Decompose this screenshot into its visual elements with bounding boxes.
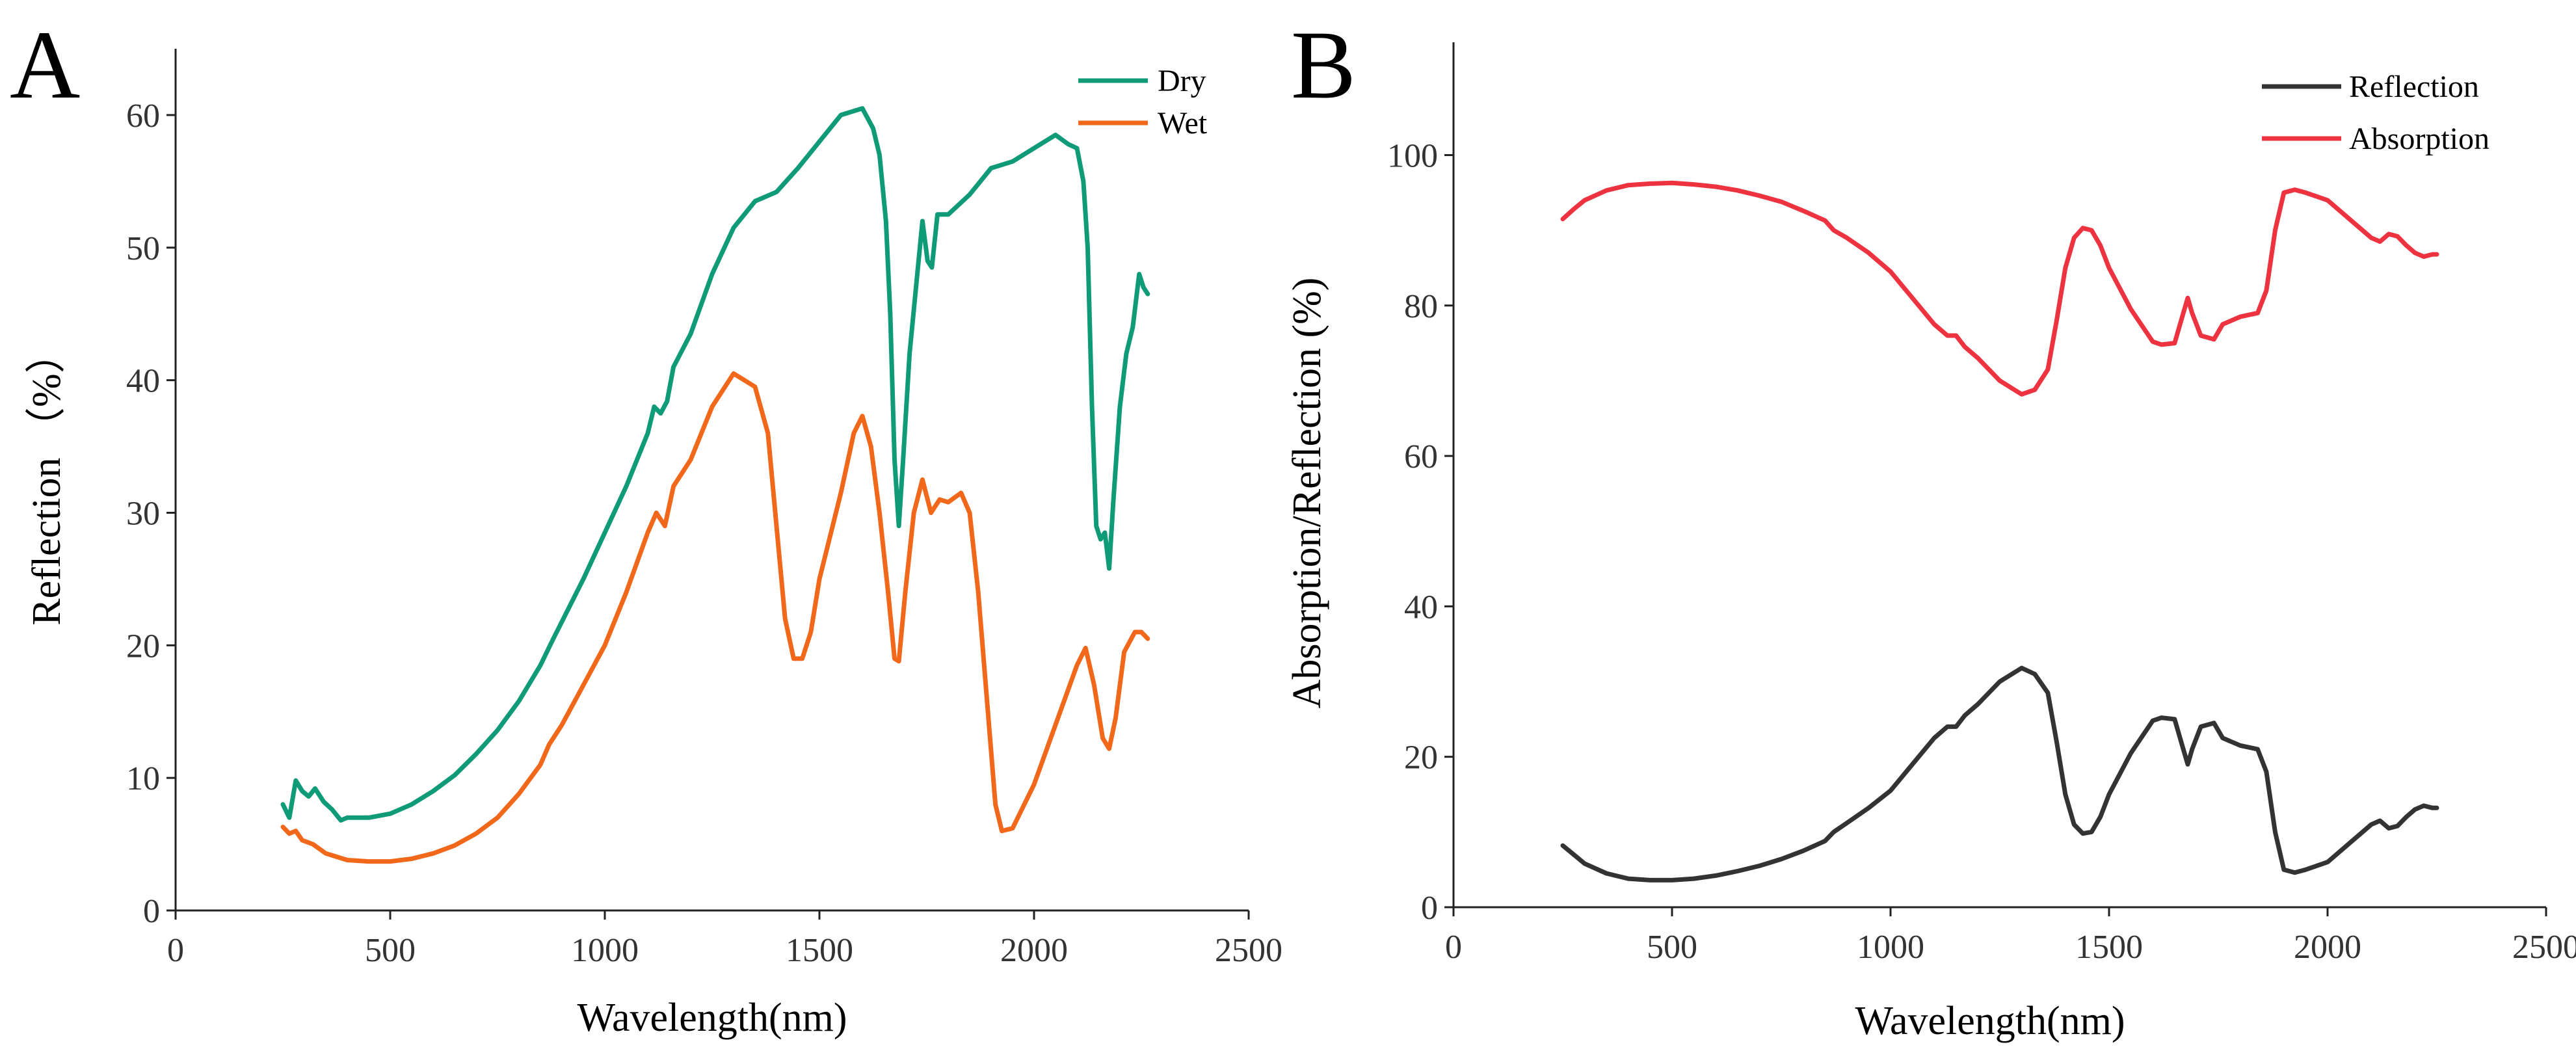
panel-a-y-tick-label: 50 <box>126 230 160 267</box>
legend-dry-label: Dry <box>1158 64 1206 98</box>
panel-a: A 0 500 1000 1500 2000 2500 0 10 20 30 40 50 60 Wave… <box>10 11 1282 1040</box>
panel-b-letter: B <box>1291 11 1356 119</box>
panel-a-x-tick-label: 2500 <box>1215 932 1282 969</box>
panel-b-ticks: 0 500 1000 1500 2000 2500 0 20 40 60 80 100 <box>1387 137 2576 966</box>
panel-a-y-tick-label: 30 <box>126 495 160 532</box>
legend-absorption-label: Absorption <box>2349 122 2490 156</box>
panel-a-y-axis-label: Reflection （%） <box>25 333 69 625</box>
panel-a-series <box>280 106 1150 864</box>
panel-b-y-tick-label: 40 <box>1404 589 1438 626</box>
panel-a-x-tick-label: 1500 <box>786 932 853 969</box>
series-line-wet <box>280 371 1150 864</box>
panel-a-y-tick-label: 40 <box>126 363 160 400</box>
panel-a-x-tick-label: 1000 <box>571 932 639 969</box>
panel-a-y-tick-label: 10 <box>126 760 160 797</box>
panel-b-series <box>1560 180 2439 883</box>
panel-a-y-tick-label: 20 <box>126 628 160 665</box>
panel-a-x-axis-label: Wavelength(nm) <box>577 996 847 1040</box>
panel-a-legend: Dry Wet <box>1078 64 1208 140</box>
legend-reflection-label: Reflection <box>2349 70 2479 104</box>
panel-b: B 0 500 1000 1500 2000 2500 0 20 40 60 80 100 Wavel… <box>1285 11 2576 1043</box>
panel-b-x-tick-label: 1000 <box>1857 929 1924 966</box>
panel-b-x-tick-label: 1500 <box>2075 929 2143 966</box>
panel-a-x-tick-label: 0 <box>167 932 184 969</box>
panel-a-ticks: 0 500 1000 1500 2000 2500 0 10 20 30 40 50 60 <box>126 98 1282 969</box>
panel-b-x-tick-label: 2500 <box>2512 929 2576 966</box>
panel-b-legend: Reflection Absorption <box>2262 70 2490 156</box>
panel-a-axes <box>174 49 1249 912</box>
panel-b-y-tick-label: 80 <box>1404 288 1438 325</box>
panel-a-x-tick-label: 2000 <box>1000 932 1068 969</box>
panel-b-y-tick-label: 100 <box>1387 137 1438 174</box>
panel-b-y-tick-label: 20 <box>1404 739 1438 777</box>
panel-b-axes <box>1452 42 2546 909</box>
panel-b-x-axis-label: Wavelength(nm) <box>1855 999 2125 1043</box>
panel-a-y-tick-label: 0 <box>143 893 160 930</box>
panel-b-x-tick-label: 2000 <box>2294 929 2361 966</box>
series-line-reflection <box>1560 665 2439 883</box>
panel-a-x-tick-label: 500 <box>365 932 416 969</box>
panel-a-letter: A <box>10 11 80 119</box>
panel-b-x-tick-label: 0 <box>1445 929 1462 966</box>
panel-b-y-axis-label: Absorption/Reflection (%) <box>1285 278 1329 709</box>
panel-b-y-tick-label: 60 <box>1404 438 1438 475</box>
series-line-absorption <box>1560 180 2439 397</box>
panel-b-y-tick-label: 0 <box>1421 890 1438 927</box>
panel-a-y-tick-label: 60 <box>126 98 160 135</box>
series-line-dry <box>280 106 1150 823</box>
legend-wet-label: Wet <box>1158 106 1208 140</box>
panel-b-x-tick-label: 500 <box>1647 929 1697 966</box>
